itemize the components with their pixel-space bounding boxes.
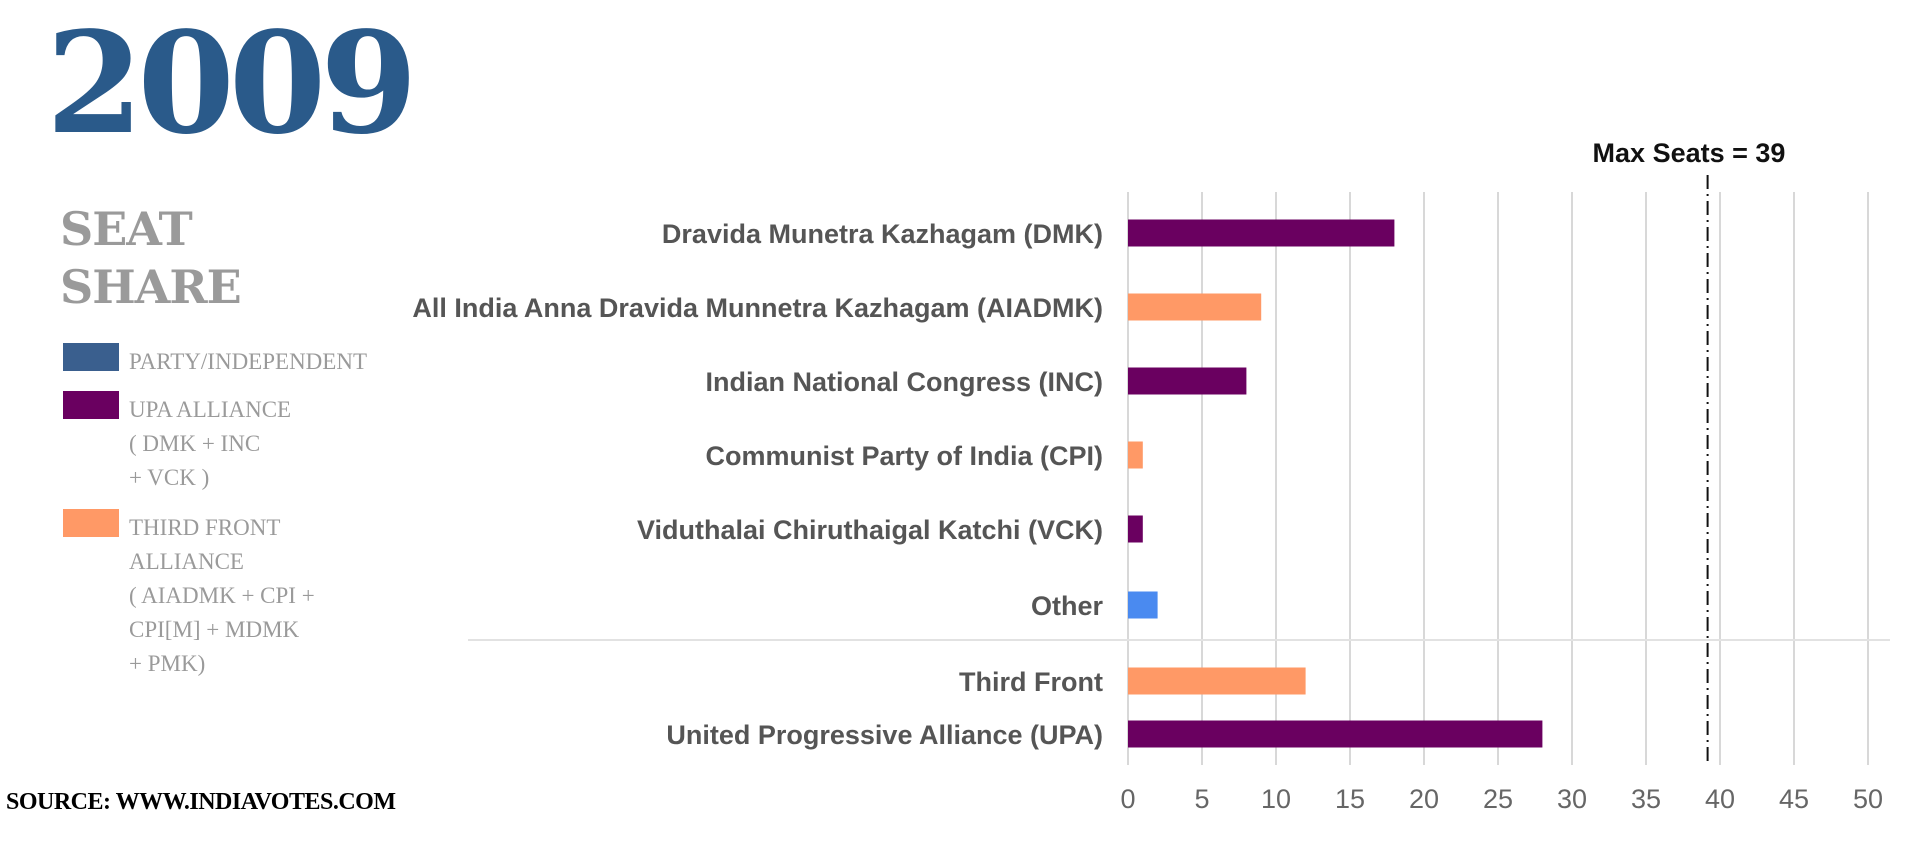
- x-tick-label-45: 45: [1779, 784, 1809, 814]
- legend-swatch-party: [63, 343, 119, 371]
- category-label-6: Third Front: [959, 667, 1103, 697]
- year-title: 2009: [46, 2, 418, 166]
- category-label-4: Viduthalai Chiruthaigal Katchi (VCK): [637, 515, 1103, 545]
- x-tick-label-25: 25: [1483, 784, 1513, 814]
- bar-2: [1128, 367, 1247, 395]
- bar-7: [1128, 720, 1543, 748]
- x-tick-label-15: 15: [1335, 784, 1365, 814]
- source-credit: SOURCE: WWW.INDIAVOTES.COM: [6, 789, 396, 815]
- heading-line-1: SEAT: [60, 202, 193, 256]
- bar-1: [1128, 293, 1262, 321]
- legend-swatch-third-front: [63, 509, 119, 537]
- legend-label-upa: UPA ALLIANCE ( DMK + INC + VCK ): [129, 397, 292, 490]
- x-tick-label-5: 5: [1194, 784, 1209, 814]
- category-label-5: Other: [1031, 591, 1104, 621]
- bar-3: [1128, 441, 1143, 469]
- bar-4: [1128, 515, 1143, 543]
- category-label-7: United Progressive Alliance (UPA): [666, 720, 1103, 750]
- x-tick-label-20: 20: [1409, 784, 1439, 814]
- bar-5: [1128, 591, 1158, 619]
- legend-label-party: PARTY/INDEPENDENT: [129, 349, 367, 374]
- category-label-1: All India Anna Dravida Munnetra Kazhagam…: [412, 293, 1103, 323]
- x-tick-label-40: 40: [1705, 784, 1735, 814]
- heading-line-2: SHARE: [60, 260, 242, 314]
- x-tick-label-30: 30: [1557, 784, 1587, 814]
- seat-share-heading: SEAT SHARE: [60, 200, 242, 316]
- legend-label-third-front: THIRD FRONT ALLIANCE ( AIADMK + CPI + CP…: [129, 515, 315, 676]
- x-tick-label-35: 35: [1631, 784, 1661, 814]
- max-seats-label: Max Seats = 39: [1593, 138, 1786, 168]
- bar-0: [1128, 219, 1395, 247]
- legend-swatch-upa: [63, 391, 119, 419]
- category-label-3: Communist Party of India (CPI): [705, 441, 1103, 471]
- category-label-2: Indian National Congress (INC): [705, 367, 1103, 397]
- category-label-0: Dravida Munetra Kazhagam (DMK): [662, 219, 1103, 249]
- x-tick-label-0: 0: [1120, 784, 1135, 814]
- x-tick-label-10: 10: [1261, 784, 1291, 814]
- x-tick-label-50: 50: [1853, 784, 1883, 814]
- bar-6: [1128, 667, 1306, 695]
